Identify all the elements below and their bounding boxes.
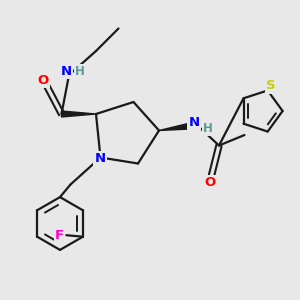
Text: F: F	[55, 229, 64, 242]
Text: O: O	[37, 74, 49, 87]
Text: O: O	[204, 176, 216, 189]
Polygon shape	[159, 123, 191, 130]
Text: H: H	[75, 65, 84, 78]
Text: H: H	[203, 122, 213, 135]
Text: N: N	[188, 116, 200, 129]
Text: N: N	[60, 65, 72, 78]
Text: N: N	[94, 152, 106, 165]
Text: S: S	[266, 80, 276, 92]
Polygon shape	[61, 111, 96, 117]
